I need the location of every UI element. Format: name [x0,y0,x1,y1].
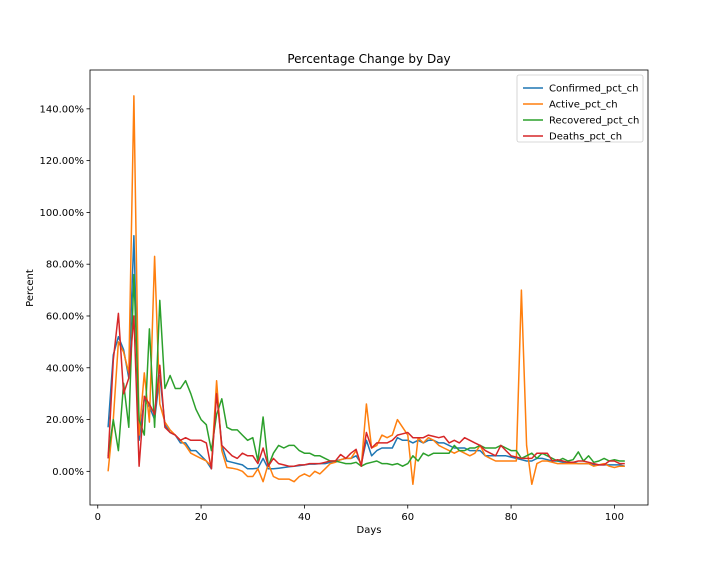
x-tick-label: 0 [95,512,101,523]
series-line-active-pct-ch [107,95,625,486]
legend-label: Active_pct_ch [549,100,618,111]
y-tick-label: 120.00% [40,156,85,167]
chart-title: Percentage Change by Day [287,52,450,66]
y-axis-label: Percent [25,269,36,307]
x-tick-label: 80 [505,512,518,523]
y-tick-label: 20.00% [46,415,84,426]
legend-label: Recovered_pct_ch [549,116,639,127]
series-line-deaths-pct-ch [107,312,625,470]
series-line-confirmed-pct-ch [107,234,625,470]
y-tick-label: 80.00% [46,260,84,271]
x-axis-ticks: 0 20 40 60 80 100 [95,505,624,523]
series-line-recovered-pct-ch [107,273,625,467]
legend-label: Deaths_pct_ch [549,132,622,143]
legend: Confirmed_pct_ch Active_pct_ch Recovered_p… [516,74,644,143]
x-tick-label: 20 [195,512,208,523]
x-tick-label: 100 [605,512,624,523]
legend-box [516,74,644,143]
y-tick-label: 100.00% [40,208,85,219]
y-tick-label: 0.00% [52,467,84,478]
x-axis-label: Days [357,525,382,536]
plot-frame [89,69,649,506]
x-tick-label: 40 [298,512,311,523]
y-axis-ticks: 0.00% 20.00% 40.00% 60.00% 80.00% 100.00% 120.… [40,104,90,478]
series-lines [107,95,625,486]
legend-label: Confirmed_pct_ch [549,84,639,95]
y-tick-label: 60.00% [46,311,84,322]
y-tick-label: 40.00% [46,363,84,374]
x-tick-label: 60 [401,512,414,523]
y-tick-label: 140.00% [40,104,85,115]
